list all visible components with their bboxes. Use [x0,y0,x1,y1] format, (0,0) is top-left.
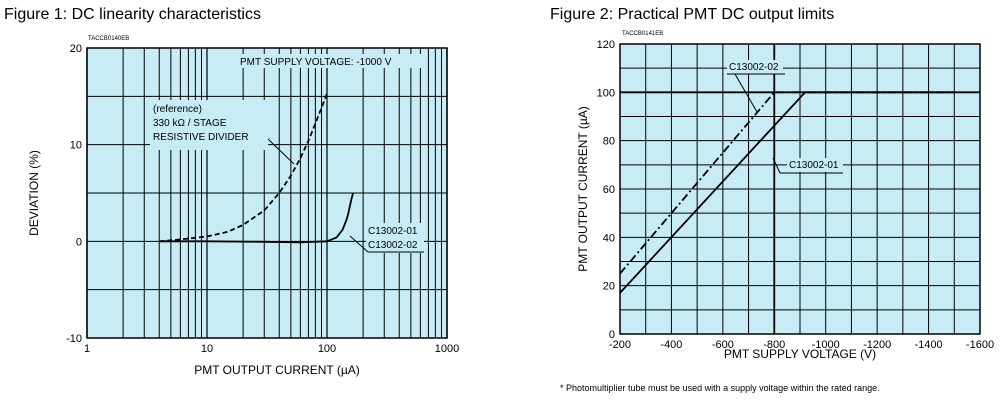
y-tick-label: -10 [66,333,82,345]
reference-label-line-1: (reference) [153,104,202,115]
c13002-01-line [619,91,955,294]
series-leader [349,235,369,253]
label-c13002-01-bg [787,158,843,172]
figure-1-chart: 1 10 100 1000 -10 0 10 20 PMT OUTPUT CURRENT (µA… [27,43,459,377]
y-tick-label: 80 [603,136,615,148]
x-axis-label: PMT SUPPLY VOLTAGE (V) [724,347,876,361]
reference-dashed-line [159,93,328,243]
supply-voltage-label: PMT SUPPLY VOLTAGE: -1000 V [240,57,392,68]
x-tick-label: -1200 [863,339,891,351]
y-tick-label: 120 [597,39,615,51]
y-tick-label: 0 [76,236,82,248]
plot-frame [86,47,448,339]
x-tick-label: -600 [712,339,734,351]
footnote: * Photomultiplier tube must be used with… [560,383,880,393]
figure-1-title: Figure 1: DC linearity characteristics [4,6,261,23]
plot-frame [619,43,981,335]
x-tick-label: -400 [660,339,682,351]
reference-label-bg [150,100,268,150]
x-tick-label: -1600 [966,339,994,351]
y-tick-label: 10 [70,140,82,152]
series-label-c13002-01: C13002-01 [368,226,418,237]
y-tick-label: 0 [609,329,615,341]
x-tick-label: 1000 [435,343,459,355]
y-tick-label: 20 [70,43,82,55]
y-tick-label: 60 [603,184,615,196]
label-leader-02 [734,73,758,113]
series-label-c13002-02: C13002-02 [729,62,779,73]
y-tick-label: 40 [603,232,615,244]
y-tick-label: 20 [603,281,615,293]
y-axis-label: DEVIATION (%) [27,150,41,236]
figure-1-code: TACCB0140EB [88,36,130,42]
figure-2-code: TACCB0141EB [622,31,664,37]
reference-label-line-3: RESISTIVE DIVIDER [153,132,249,143]
series-label-bg [366,223,424,253]
label-leader-01 [772,157,781,174]
series-label-c13002-02: C13002-02 [368,240,418,251]
x-tick-label: -200 [609,339,631,351]
y-axis-label: PMT OUTPUT CURRENT (µA) [576,106,590,272]
x-tick-label: -1400 [915,339,943,351]
supply-label-bg [236,54,426,68]
series-label-c13002-01: C13002-01 [789,160,839,171]
y-tick-label: 100 [597,87,615,99]
x-tick-label: -800 [763,339,785,351]
x-tick-label: 100 [318,343,336,355]
x-tick-label: -1000 [812,339,840,351]
reference-leader [267,138,295,165]
reference-label-line-2: 330 kΩ / STAGE [153,118,227,129]
x-tick-label: 10 [201,343,213,355]
x-tick-label: 1 [84,343,90,355]
figure-2-chart: -200 -400 -600 -800 -1000 -1200 -1400 -1600 0 20 4… [576,39,994,361]
figure-2-title: Figure 2: Practical PMT DC output limits [550,6,835,23]
label-c13002-02-bg [727,60,783,74]
x-axis-label: PMT OUTPUT CURRENT (µA) [194,363,360,377]
c13002-line [159,192,354,244]
